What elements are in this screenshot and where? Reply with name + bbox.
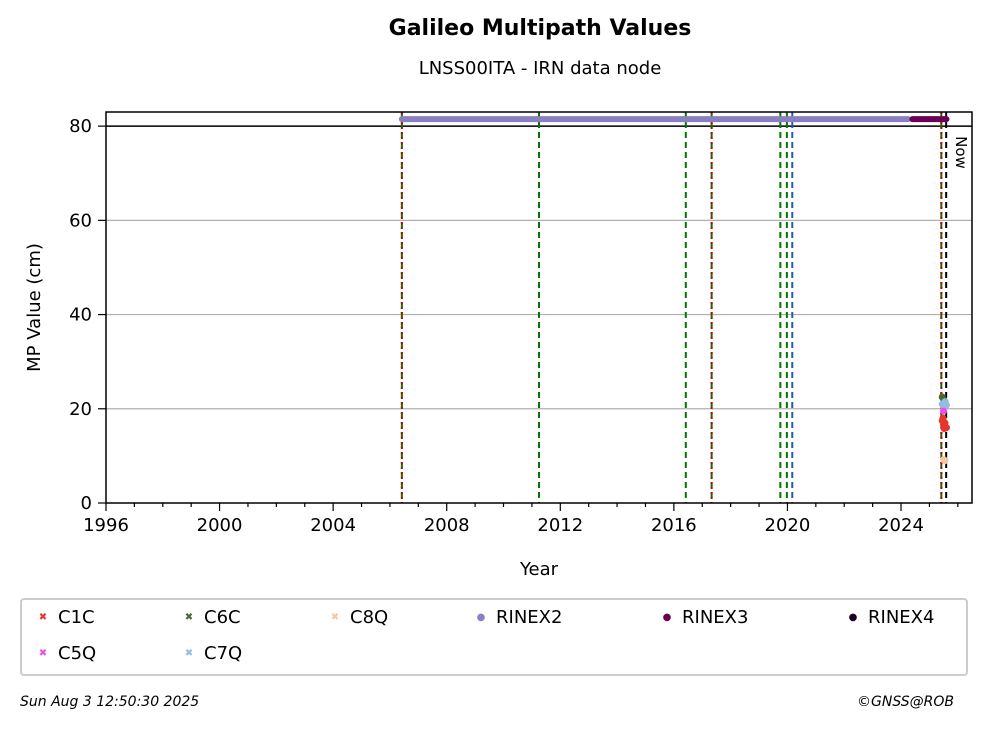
x-axis-label: Year bbox=[519, 559, 559, 580]
legend-label-c1c: C1C bbox=[58, 607, 95, 628]
now-label: Now bbox=[952, 136, 970, 169]
y-tick-label: 20 bbox=[69, 399, 92, 420]
data-point-c8q bbox=[941, 457, 949, 465]
legend-label-c5q: C5Q bbox=[58, 643, 97, 664]
x-tick-label: 2024 bbox=[878, 515, 924, 536]
legend-marker-rinex4: ● bbox=[848, 612, 858, 623]
legend-item-rinex3: ● RINEX3 bbox=[660, 606, 749, 630]
x-tick-label: 2016 bbox=[651, 515, 697, 536]
legend-item-c1c: ✖ C1C bbox=[36, 606, 95, 630]
legend-label-c7q: C7Q bbox=[204, 643, 243, 664]
legend-item-rinex2: ● RINEX2 bbox=[474, 606, 563, 630]
legend-item-c7q: ✖ C7Q bbox=[182, 642, 242, 666]
y-tick-label: 40 bbox=[69, 305, 92, 326]
data-point-c7q bbox=[942, 401, 950, 409]
legend-item-c5q: ✖ C5Q bbox=[36, 642, 96, 666]
legend-label-rinex2: RINEX2 bbox=[496, 607, 563, 628]
legend-marker-c5q: ✖ bbox=[38, 648, 48, 659]
y-axis-label: MP Value (cm) bbox=[24, 243, 45, 372]
data-point-c1c bbox=[939, 414, 947, 422]
chart-legend: ✖ C1C ✖ C6C ✖ C8Q ● RINEX2 ● RINEX3 ● RINEX4 ✖… bbox=[20, 598, 968, 676]
multipath-chart: Now 1996 2000 2004 2008 2012 2016 2020 2024 0 20 40… bbox=[24, 111, 973, 580]
plot-frame bbox=[105, 111, 973, 504]
legend-marker-c7q: ✖ bbox=[184, 648, 194, 659]
legend-label-rinex4: RINEX4 bbox=[868, 607, 935, 628]
x-tick-label: 1996 bbox=[83, 515, 129, 536]
legend-label-c8q: C8Q bbox=[350, 607, 389, 628]
data-point-c1c bbox=[940, 425, 948, 433]
legend-marker-c8q: ✖ bbox=[330, 612, 340, 623]
legend-label-c6c: C6C bbox=[204, 607, 241, 628]
footer-copyright: ©GNSS@ROB bbox=[857, 694, 954, 710]
legend-label-rinex3: RINEX3 bbox=[682, 607, 749, 628]
x-tick-label: 2020 bbox=[765, 515, 811, 536]
legend-item-c8q: ✖ C8Q bbox=[328, 606, 388, 630]
footer-timestamp: Sun Aug 3 12:50:30 2025 bbox=[20, 694, 200, 710]
y-tick-label: 80 bbox=[69, 116, 92, 137]
y-tick-label: 0 bbox=[81, 493, 92, 514]
x-tick-label: 2012 bbox=[537, 515, 583, 536]
y-tick-label: 60 bbox=[69, 210, 92, 231]
chart-subtitle: LNSS00ITA - IRN data node bbox=[418, 58, 662, 79]
legend-marker-rinex2: ● bbox=[476, 612, 486, 623]
chart-title: Galileo Multipath Values bbox=[388, 16, 692, 41]
legend-item-c6c: ✖ C6C bbox=[182, 606, 241, 630]
x-tick-label: 2004 bbox=[310, 515, 356, 536]
data-point-c5q bbox=[940, 407, 948, 415]
legend-marker-rinex3: ● bbox=[662, 612, 672, 623]
x-tick-label: 2000 bbox=[197, 515, 243, 536]
legend-marker-c1c: ✖ bbox=[38, 612, 48, 623]
x-tick-label: 2008 bbox=[424, 515, 470, 536]
legend-item-rinex4: ● RINEX4 bbox=[846, 606, 935, 630]
legend-marker-c6c: ✖ bbox=[184, 612, 194, 623]
